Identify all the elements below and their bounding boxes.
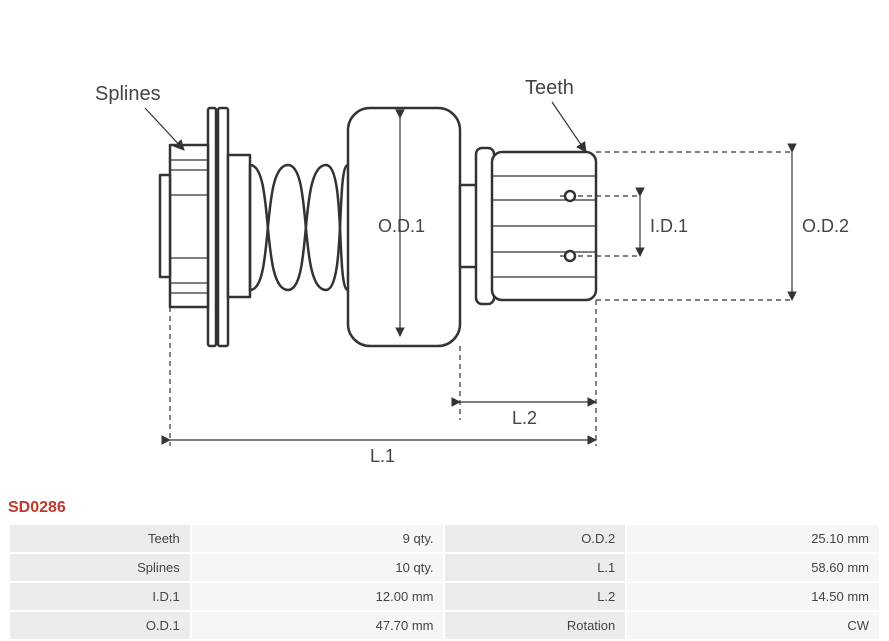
spec-label: Rotation — [445, 612, 625, 639]
spec-value: 14.50 mm — [627, 583, 879, 610]
spec-label: L.2 — [445, 583, 625, 610]
label-teeth: Teeth — [525, 77, 574, 99]
spec-value: 12.00 mm — [192, 583, 444, 610]
spec-label: Teeth — [10, 525, 190, 552]
spec-value: 47.70 mm — [192, 612, 444, 639]
spec-value: 10 qty. — [192, 554, 444, 581]
label-od1: O.D.1 — [378, 216, 425, 236]
table-row: Splines 10 qty. L.1 58.60 mm — [10, 554, 879, 581]
spec-label: O.D.1 — [10, 612, 190, 639]
label-l2: L.2 — [512, 408, 537, 428]
spec-label: O.D.2 — [445, 525, 625, 552]
table-row: I.D.1 12.00 mm L.2 14.50 mm — [10, 583, 879, 610]
table-row: Teeth 9 qty. O.D.2 25.10 mm — [10, 525, 879, 552]
spec-label: I.D.1 — [10, 583, 190, 610]
label-splines: Splines — [95, 83, 161, 105]
label-id1: I.D.1 — [650, 216, 688, 236]
spec-value: 25.10 mm — [627, 525, 879, 552]
spec-table: Teeth 9 qty. O.D.2 25.10 mm Splines 10 q… — [8, 523, 881, 641]
technical-diagram: O.D.1 I.D.1 O.D.2 L.2 L.1 Splines Teeth — [0, 0, 889, 495]
label-l1: L.1 — [370, 446, 395, 466]
label-od2: O.D.2 — [802, 216, 849, 236]
table-row: O.D.1 47.70 mm Rotation CW — [10, 612, 879, 639]
spec-label: Splines — [10, 554, 190, 581]
spec-value: 9 qty. — [192, 525, 444, 552]
spec-value: CW — [627, 612, 879, 639]
spec-value: 58.60 mm — [627, 554, 879, 581]
part-number: SD0286 — [0, 495, 889, 523]
spec-label: L.1 — [445, 554, 625, 581]
